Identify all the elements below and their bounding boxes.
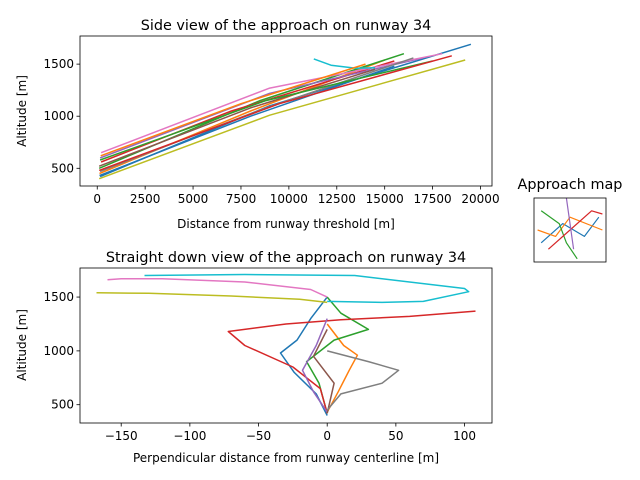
x-tick-label-1-0: −150 — [105, 429, 138, 443]
series-line-1-6 — [107, 278, 328, 298]
side-view-ticks: 0 2500 5000 7500 10000 12500 15000 17500 20000 50… — [43, 57, 499, 206]
series-line-0-9 — [313, 58, 376, 70]
series-line-1-7 — [326, 350, 400, 411]
side-view-ylabel: Altitude [m] — [15, 75, 29, 147]
y-tick-label-0-2: 1500 — [43, 57, 74, 71]
series-line-0-11 — [100, 63, 366, 157]
x-tick-label-0-5: 12500 — [318, 192, 356, 206]
top-view-ylabel: Altitude [m] — [15, 309, 29, 381]
x-tick-label-1-3: 0 — [323, 429, 331, 443]
top-view-title: Straight down view of the approach on ru… — [106, 250, 466, 266]
series-line-1-1 — [326, 323, 359, 413]
side-view-title: Side view of the approach on runway 34 — [141, 18, 432, 34]
x-tick-label-0-7: 17500 — [414, 192, 452, 206]
series-line-2-3 — [548, 210, 603, 250]
series-line-1-4 — [301, 318, 328, 413]
side-view-xlabel: Distance from runway threshold [m] — [177, 217, 395, 231]
series-line-1-8 — [96, 292, 328, 304]
x-tick-label-1-2: −50 — [246, 429, 271, 443]
top-view-plot-area — [96, 273, 476, 416]
approach-map-plot-area — [537, 198, 603, 260]
x-tick-label-0-2: 5000 — [178, 192, 209, 206]
series-line-1-3 — [227, 310, 476, 414]
top-view-frame — [79, 267, 493, 424]
top-view-ticks: −150 −100 −50 0 50 100 500 1000 1500 — [43, 290, 476, 443]
side-view-plot-area — [98, 43, 472, 180]
approach-map: Approach map — [518, 177, 623, 263]
series-line-2-4 — [565, 198, 575, 250]
y-tick-label-0-1: 1000 — [43, 109, 74, 123]
series-line-0-8 — [98, 59, 466, 180]
series-line-0-12 — [99, 60, 433, 161]
top-view-xlabel: Perpendicular distance from runway cente… — [133, 451, 439, 465]
series-line-2-2 — [540, 210, 578, 260]
series-line-1-2 — [305, 296, 370, 414]
series-line-2-0 — [540, 216, 600, 244]
x-tick-label-0-0: 0 — [93, 192, 101, 206]
x-tick-label-0-4: 10000 — [270, 192, 308, 206]
y-tick-label-1-0: 500 — [51, 398, 74, 412]
side-view-frame — [79, 35, 493, 187]
series-line-2-1 — [537, 216, 603, 237]
series-line-0-6 — [100, 52, 443, 154]
x-tick-label-0-6: 15000 — [366, 192, 404, 206]
approach-map-title: Approach map — [518, 177, 623, 193]
series-line-0-10 — [99, 65, 395, 177]
y-tick-label-1-1: 1000 — [43, 344, 74, 358]
series-line-1-5 — [312, 329, 335, 414]
x-tick-label-0-8: 20000 — [461, 192, 499, 206]
series-line-0-13 — [98, 55, 453, 172]
x-tick-label-0-3: 7500 — [226, 192, 257, 206]
y-tick-label-0-0: 500 — [51, 161, 74, 175]
approach-map-frame — [533, 197, 607, 263]
x-tick-label-0-1: 2500 — [130, 192, 161, 206]
x-tick-label-1-4: 50 — [388, 429, 403, 443]
x-tick-label-1-1: −100 — [173, 429, 206, 443]
series-line-1-0 — [279, 296, 328, 416]
series-line-0-5 — [98, 68, 376, 167]
y-tick-label-1-2: 1500 — [43, 290, 74, 304]
series-line-1-9 — [144, 273, 470, 304]
x-tick-label-1-5: 100 — [453, 429, 476, 443]
top-view-chart: Straight down view of the approach on ru… — [15, 250, 493, 465]
side-view-chart: Side view of the approach on runway 34 0… — [15, 18, 500, 231]
